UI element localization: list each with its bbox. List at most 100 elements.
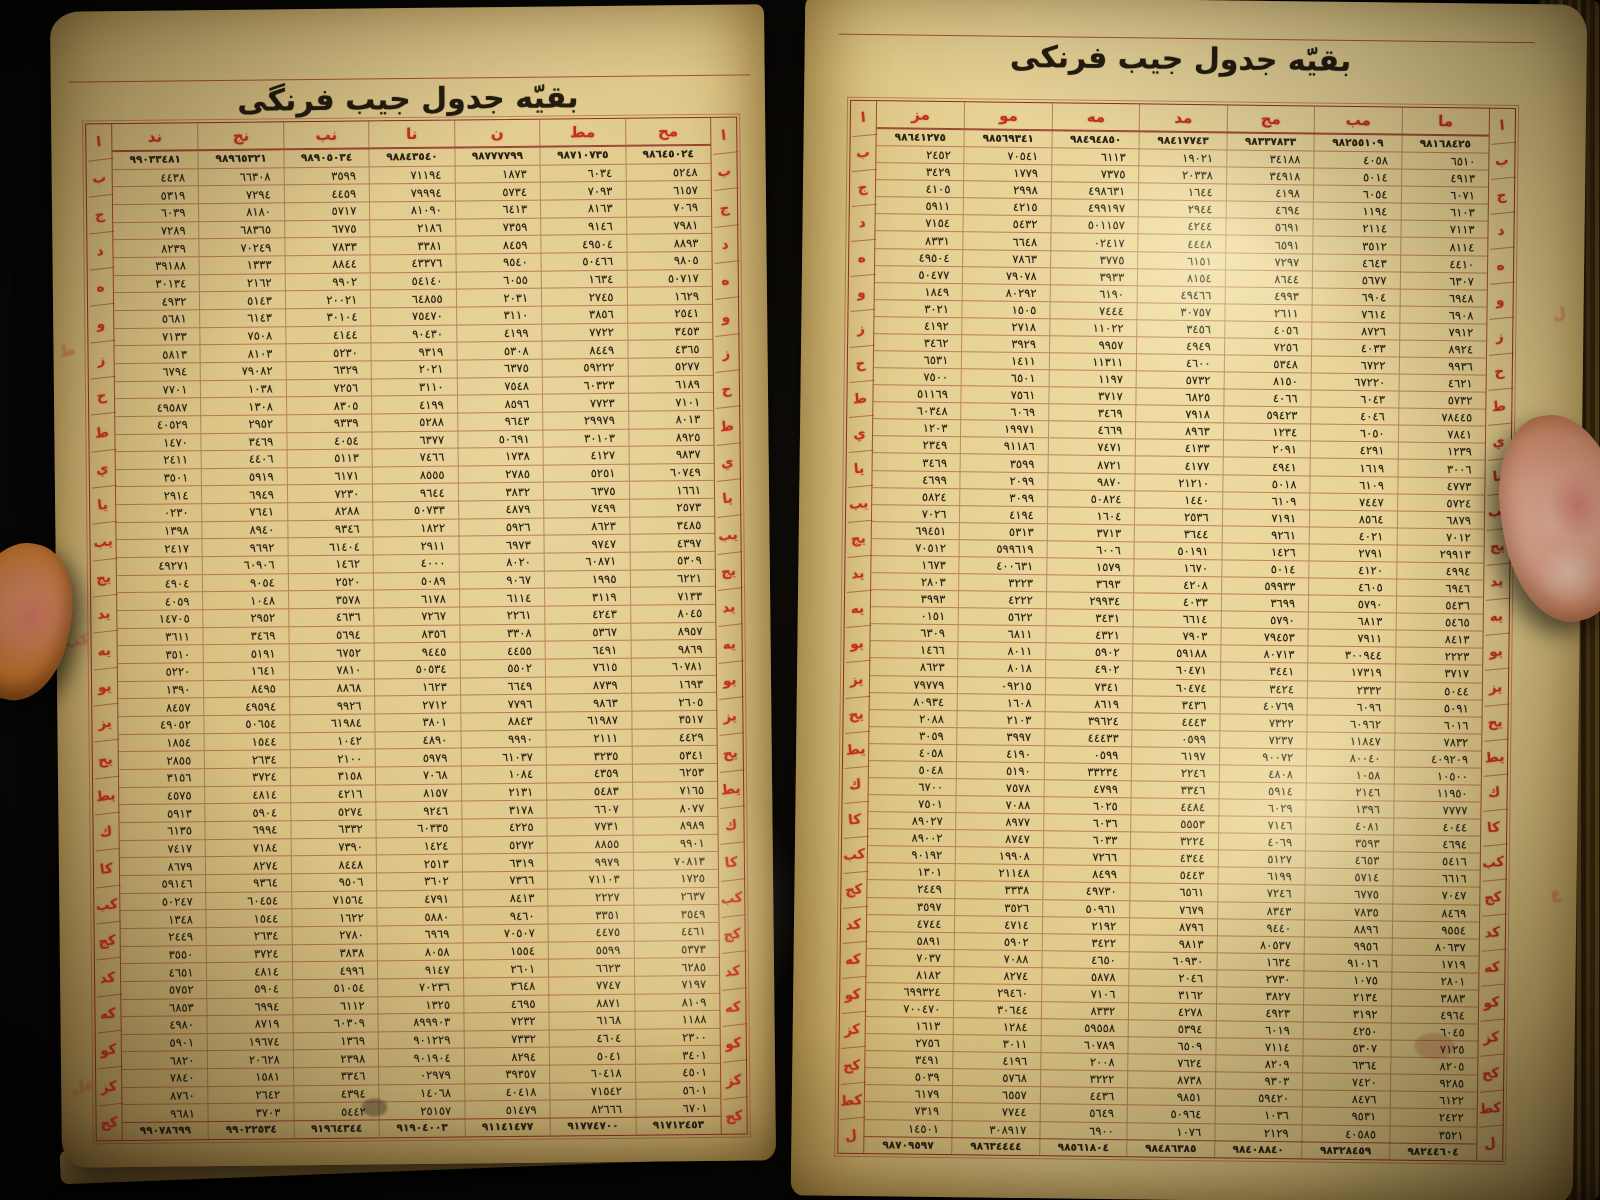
table-cell: ٨٠١٨	[957, 659, 1046, 677]
table-cell: ٥٩٩٣٣	[1220, 577, 1309, 595]
table-cell: ٢٤١١	[163, 452, 189, 468]
row-label: ه	[1486, 248, 1515, 286]
table-cell: ١٩٩٠٨	[955, 847, 1043, 865]
table-cell: ٩٨٧٠	[1047, 472, 1135, 490]
table-cell: ٩٨٧٠٩٥٩٧	[882, 1138, 934, 1152]
table-cell: ٤٦٠٤	[548, 1029, 635, 1048]
table-cell: ٥١٤٧٩	[464, 1101, 550, 1119]
table-cell: ٣٩٢٩	[961, 335, 1050, 353]
table-cell: ٥٩٠٢	[954, 932, 1042, 950]
table-cell: ٣٠٧٥٧	[1136, 303, 1225, 321]
row-label: ح	[711, 370, 741, 410]
table-cell: ١٢٠٣	[922, 421, 948, 436]
table-cell: ٦٠٤٧١	[1132, 661, 1220, 679]
row-label: يه	[89, 631, 119, 671]
table-cell: ١٢٨٤	[953, 1018, 1041, 1036]
table-cell: ٨٢٠٩	[1214, 1055, 1303, 1073]
table-cell: ٤٩٩١٩٧	[1050, 199, 1139, 217]
table-cell: ٣٥١٠	[165, 647, 191, 662]
table-cell: ٥٧٣٢	[1397, 391, 1486, 409]
table-cell: ٧٢٤٦	[1217, 884, 1305, 902]
table-cell: ٧٣٧٥	[1050, 165, 1139, 183]
table-cell: ٥٤٨٣	[546, 782, 632, 800]
table-cell: ٧٢٩٤	[198, 185, 284, 204]
row-label: يا	[88, 486, 118, 526]
table-cell: ٨٩٧٧	[955, 813, 1044, 831]
row-label: ز	[846, 310, 875, 348]
table-cell: ١٤٧٠	[163, 435, 188, 450]
table-cell: ٤٢٩١	[1309, 441, 1398, 460]
table-cell: ٦٤٨٥٥	[370, 289, 456, 308]
table-cell: ٣٩١٨٨	[155, 258, 187, 273]
table-cell: ٦٤١٣	[454, 200, 541, 219]
table-cell: ٨١٥٤	[1137, 268, 1225, 287]
table-cell: ٩٩٩٠	[460, 730, 546, 748]
row-label: يج	[713, 552, 743, 592]
table-cell: ٤٦٣٦	[288, 608, 374, 627]
table-cell: ٨١٥٠	[1223, 372, 1311, 390]
table-cell: ٨٤٧٦	[1301, 1090, 1390, 1108]
table-cell: ٢٤١٧	[164, 541, 190, 556]
table-cell: ٩١٠١٦	[1303, 954, 1392, 972]
table-cell: ٥٩٤٢٠	[1214, 1089, 1303, 1107]
table-cell: ٦٩٩٤	[206, 997, 293, 1016]
row-label: كب	[92, 885, 122, 925]
table-cell: ٥٨٧٨	[1041, 968, 1129, 986]
table-cell: ٥٦٨١	[161, 311, 187, 326]
table-cell: ٨٨٤٤	[284, 255, 370, 273]
table-cell: ٤٠٥٦	[1223, 321, 1312, 339]
table-cell: ٤٥٠١	[634, 1063, 721, 1082]
table-cell: ٣٩٩٣	[920, 591, 946, 607]
table-cell: ٢١٠٣	[956, 710, 1045, 728]
table-cell: ٣١٦٢	[1128, 986, 1216, 1004]
table-cell: ٦٠٧٨١	[630, 657, 716, 676]
table-cell: ٤٦٤٣	[1312, 254, 1400, 272]
table-cell: ٩٨٥٦٩٣٤١	[963, 130, 1052, 148]
table-cell: ٧١٥٤	[925, 216, 951, 231]
table-cell: ٩٩٠١	[632, 834, 718, 852]
table-cell: ٧٠٨٨	[953, 949, 1042, 968]
table-cell: ٢٦٠٥	[630, 693, 717, 711]
table-cell: ٣٠١٠٤	[284, 308, 371, 326]
table-cell: ٧٦٤١	[201, 503, 288, 521]
row-label: يز	[1481, 669, 1510, 707]
table-cell: ٧٥٠٨	[199, 326, 286, 345]
table-cell: ٦٧٠١	[634, 1099, 721, 1117]
table-cell: ٢٧١٨	[961, 318, 1050, 336]
table-cell: ٦٨٢٠	[169, 1053, 195, 1068]
table-cell: ٥٥٩٩	[547, 941, 634, 959]
row-label: ا	[1488, 107, 1517, 145]
table-cell: ٨٢٣٩	[161, 240, 186, 256]
table-cell: ٧٤٦٦	[371, 448, 458, 467]
row-label: ب	[1487, 142, 1516, 181]
table-cell: ٥٠٨٩	[373, 572, 459, 590]
column-header: نب	[282, 121, 369, 149]
table-cell: ٩٨٦٤١٢٧٥	[894, 131, 947, 145]
row-label: ي	[87, 449, 117, 489]
table-cell: ٢٦٣٤	[205, 927, 292, 945]
table-cell: ٥٩٧٩	[374, 748, 461, 767]
table-cell: ٩٤٤٥	[373, 642, 460, 661]
table-cell: ٥٦٩٤	[288, 626, 374, 644]
table-cell: ٣٤٦٩	[200, 432, 287, 451]
row-label: يط	[716, 770, 746, 810]
table-cell: ٨٢٧٤	[205, 856, 291, 875]
table-cell: ٣٥٩٣	[1305, 834, 1393, 852]
table-cell: ٧١٨٤	[205, 838, 291, 857]
table-cell: ٩٨٠٥	[626, 251, 712, 270]
table-cell: ٦١٦٨	[548, 1011, 635, 1030]
row-label: ب	[709, 152, 739, 192]
table-cell: ١٣٣٣	[198, 256, 285, 274]
table-cell: ٦٠١٦	[1393, 716, 1482, 734]
table-cell: ٦٠٢٥	[1043, 797, 1131, 815]
table-cell: ٣٥٤٩	[632, 905, 719, 923]
table-cell: ١٨٤٩	[924, 284, 950, 299]
table-cell: ٢٤٤٩	[168, 929, 194, 944]
table-cell: ٧٣٤١	[1044, 677, 1133, 695]
table-cell: ٨٢٨٨	[286, 502, 373, 521]
table-cell: ٩٥٣١	[1301, 1107, 1390, 1126]
table-cell: ٨٧٦٠	[169, 1088, 195, 1103]
table-cell: ٥٠٧١٧	[626, 269, 712, 287]
table-cell: ٦٠٥٥	[455, 271, 542, 289]
table-cell: ٧٢٣٠	[286, 484, 373, 503]
